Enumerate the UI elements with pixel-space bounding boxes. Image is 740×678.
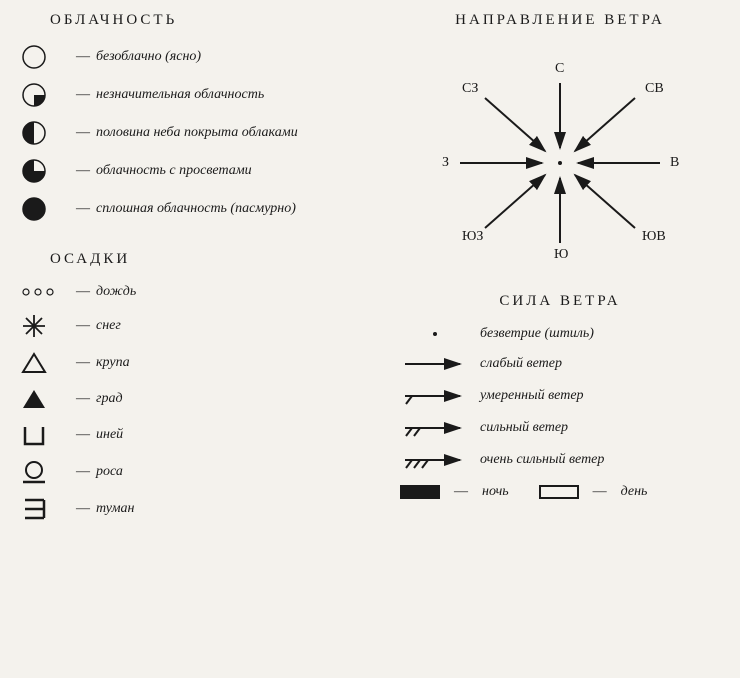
wind-label-1: умеренный ветер	[480, 388, 584, 404]
cloud-circle-3-icon	[20, 157, 70, 185]
wind-calm-label: безветрие (штиль)	[480, 326, 594, 342]
cloud-row-3: — облачность с просветами	[20, 157, 370, 185]
cloud-label-2: половина неба покрыта облаками	[96, 125, 298, 141]
day-label: день	[621, 484, 648, 500]
precip-label-krupa: крупа	[96, 355, 130, 371]
cloud-row-1: — незначительная облачность	[20, 81, 370, 109]
cloud-row-0: — безоблачно (ясно)	[20, 43, 370, 71]
compass-s: Ю	[554, 247, 568, 263]
daynight-row: — ночь — день	[400, 484, 720, 500]
frost-icon	[20, 422, 70, 448]
dew-icon	[20, 458, 70, 486]
precip-label-rain: дождь	[96, 284, 136, 300]
wind-label-0: слабый ветер	[480, 356, 562, 372]
precip-row-hail: — град	[20, 386, 370, 412]
cloud-circle-2-icon	[20, 119, 70, 147]
wind-dir-title: НАПРАВЛЕНИЕ ВЕТРА	[400, 12, 720, 29]
cloud-row-4: — сплошная облачность (пасмурно)	[20, 195, 370, 223]
day-box-icon	[539, 485, 579, 499]
calm-icon	[400, 324, 480, 344]
night-label: ночь	[482, 484, 509, 500]
precip-row-frost: — иней	[20, 422, 370, 448]
compass-sw: ЮЗ	[462, 229, 483, 245]
wind-arrow-3-icon	[400, 448, 480, 472]
precip-title: ОСАДКИ	[20, 251, 370, 268]
precip-row-krupa: — крупа	[20, 350, 370, 376]
compass-w: З	[442, 155, 449, 171]
compass-e: В	[670, 155, 679, 171]
cloud-circle-4-icon	[20, 195, 70, 223]
cloud-circle-1-icon	[20, 81, 70, 109]
wind-arrow-1-icon	[400, 384, 480, 408]
cloud-label-1: незначительная облачность	[96, 87, 264, 103]
compass-se: ЮВ	[642, 229, 666, 245]
rain-icon	[20, 282, 70, 302]
wind-label-2: сильный ветер	[480, 420, 568, 436]
cloudiness-title: ОБЛАЧНОСТЬ	[20, 12, 370, 29]
wind-label-3: очень сильный ветер	[480, 452, 604, 468]
precip-row-rain: — дождь	[20, 282, 370, 302]
wind-arrow-0-icon	[400, 352, 480, 376]
wind-arrow-2-icon	[400, 416, 480, 440]
precip-label-dew: роса	[96, 464, 123, 480]
precip-label-fog: туман	[96, 501, 135, 517]
hail-icon	[20, 386, 70, 412]
cloud-label-0: безоблачно (ясно)	[96, 49, 201, 65]
compass-ne: СВ	[645, 81, 664, 97]
cloud-label-4: сплошная облачность (пасмурно)	[96, 201, 296, 217]
wind-calm-row: безветрие (штиль)	[400, 324, 720, 344]
cloud-label-3: облачность с просветами	[96, 163, 252, 179]
cloud-circle-0-icon	[20, 43, 70, 71]
compass-n: С	[555, 61, 564, 77]
cloud-row-2: — половина неба покрыта облаками	[20, 119, 370, 147]
wind-row-2: сильный ветер	[400, 416, 720, 440]
precip-row-fog: — туман	[20, 496, 370, 522]
precip-row-snow: — снег	[20, 312, 370, 340]
wind-row-1: умеренный ветер	[400, 384, 720, 408]
snow-icon	[20, 312, 70, 340]
precip-label-hail: град	[96, 391, 123, 407]
fog-icon	[20, 496, 70, 522]
wind-row-0: слабый ветер	[400, 352, 720, 376]
krupa-icon	[20, 350, 70, 376]
precip-label-frost: иней	[96, 427, 123, 443]
wind-strength-title: СИЛА ВЕТРА	[400, 293, 720, 310]
compass-nw: СЗ	[462, 81, 478, 97]
compass-diagram: С СВ В ЮВ Ю ЮЗ З СЗ	[410, 43, 710, 283]
night-box-icon	[400, 485, 440, 499]
precip-row-dew: — роса	[20, 458, 370, 486]
wind-row-3: очень сильный ветер	[400, 448, 720, 472]
precip-label-snow: снег	[96, 318, 121, 334]
